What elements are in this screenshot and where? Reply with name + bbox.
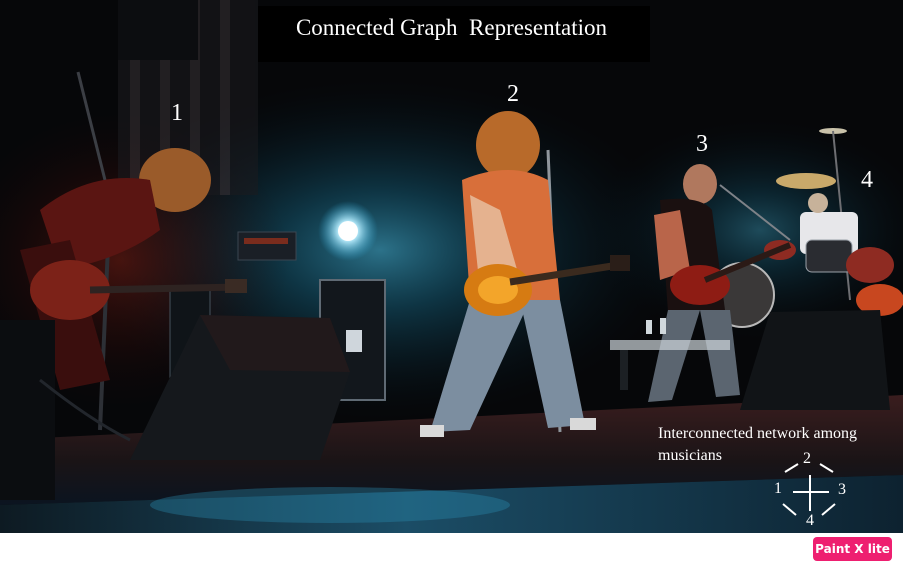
graph-node-2: 2 [803, 450, 811, 467]
amp-head [237, 231, 297, 261]
concert-photo: Connected Graph Representation 1 2 3 4 I… [0, 0, 903, 533]
monitor-wedge-right [740, 310, 890, 410]
label-musician-3: 3 [696, 131, 708, 157]
label-musician-2: 2 [507, 81, 519, 107]
graph-node-3: 3 [838, 481, 846, 498]
label-musician-1: 1 [171, 100, 183, 126]
label-musician-4: 4 [861, 167, 873, 193]
graph-node-4: 4 [806, 512, 814, 529]
musician-3 [648, 164, 792, 402]
musician-2 [420, 111, 630, 437]
page-title: Connected Graph Representation [295, 15, 608, 40]
graph-node-1: 1 [774, 480, 782, 497]
title-backdrop [258, 6, 650, 62]
stage-floor [0, 395, 903, 505]
stage-scene [0, 0, 903, 533]
stage-apron [0, 475, 903, 533]
paint-x-lite-watermark: Paint X lite [813, 537, 892, 561]
graph-caption: Interconnected network among musicians [658, 425, 858, 464]
speaker-stack [0, 320, 55, 500]
musician-1 [20, 71, 247, 431]
